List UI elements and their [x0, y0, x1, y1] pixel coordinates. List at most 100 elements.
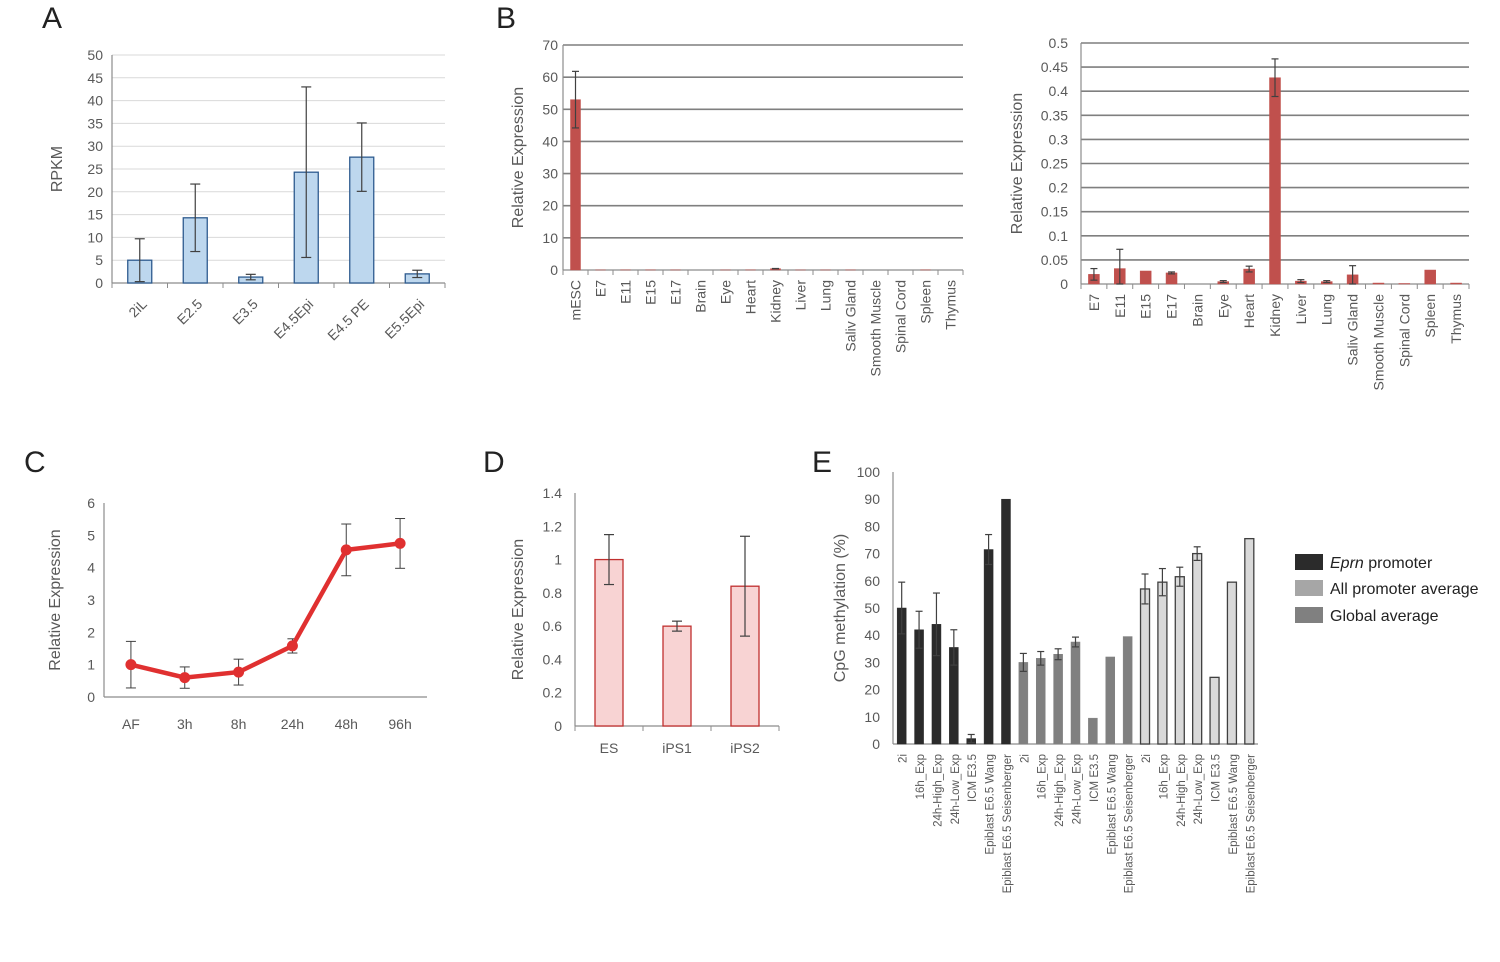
x-tick-label-e: 24h-Low_Exp: [1193, 754, 1205, 824]
y-tick-b2: 0.3: [1049, 131, 1069, 147]
y-tick-c: 0: [87, 689, 95, 705]
x-tick-label-b2: Smooth Muscle: [1370, 294, 1386, 391]
y-tick-b2: 0.1: [1049, 228, 1069, 244]
legend-swatch-global: [1295, 607, 1323, 623]
y-axis-label-b2: Relative Expression: [1009, 93, 1026, 234]
legend-label-global: Global average: [1330, 608, 1439, 625]
y-tick-b2: 0.15: [1041, 204, 1068, 220]
bar-e: [1192, 552, 1203, 745]
x-tick-label-e: 16h_Exp: [915, 754, 927, 799]
x-tick-label-b2: Spinal Cord: [1396, 294, 1412, 367]
x-tick-label-e: 16h_Exp: [1037, 754, 1049, 799]
bar-e: [1070, 641, 1081, 745]
x-tick-label-a: E2.5: [174, 296, 206, 328]
x-tick-label-e: Epiblast E6.5 Seisenberger: [1245, 754, 1257, 894]
x-tick-label-c: 24h: [281, 716, 304, 732]
x-tick-label-a: 2iL: [125, 296, 150, 321]
y-tick-c: 2: [87, 624, 95, 640]
x-tick-label-b2: Heart: [1241, 294, 1257, 328]
x-tick-label-b1: Liver: [793, 280, 809, 311]
bar-e: [1105, 656, 1116, 745]
x-tick-label-b2: E7: [1086, 294, 1102, 311]
bar-e: [1018, 662, 1029, 745]
x-tick-label-e: ICM E3.5: [1089, 754, 1101, 802]
y-tick-b2: 0.25: [1041, 156, 1068, 172]
x-tick-label-b1: Lung: [818, 280, 834, 311]
bar-e: [1122, 636, 1133, 745]
data-point-c: [125, 659, 137, 671]
chart-e: 0 10 20 30 40 50 60 70 80 90 100 CpG methylation (%…: [832, 464, 1258, 893]
y-tick-b1: 30: [542, 166, 558, 182]
legend-label-eprn-gene: Eprn: [1330, 555, 1364, 572]
bar-e: [1088, 717, 1098, 745]
x-tick-label-e: 24h-High_Exp: [932, 754, 944, 827]
y-tick-e: 50: [864, 600, 880, 616]
panel-label-d: D: [483, 446, 505, 479]
x-tick-label-d: iPS2: [730, 740, 760, 756]
chart-d: 0 0.2 0.4 0.6 0.8 1 1.2 1.4 Relative Expression E…: [510, 485, 780, 756]
x-tick-label-e: Epiblast E6.5 Seisenberger: [1002, 754, 1014, 894]
chart-b2: 0 0.05 0.1 0.15 0.2 0.25 0.3 0.35 0.4 0.45 0.5 Rela…: [1009, 35, 1470, 391]
x-tick-label-e: Epiblast E6.5 Wang: [985, 754, 997, 855]
x-tick-label-c: 8h: [231, 716, 247, 732]
x-tick-label-c: 96h: [388, 716, 411, 732]
y-tick-e: 0: [872, 736, 880, 752]
y-tick-a: 45: [87, 70, 103, 86]
bar-e: [1209, 676, 1220, 745]
legend-swatch-all-promoter: [1295, 580, 1323, 596]
y-tick-a: 0: [95, 275, 103, 291]
legend-swatch-eprn: [1295, 554, 1323, 570]
y-tick-a: 5: [95, 252, 103, 268]
y-tick-d: 1.2: [543, 518, 563, 534]
y-tick-b2: 0.5: [1049, 35, 1069, 51]
y-tick-d: 1.4: [543, 485, 563, 501]
y-tick-a: 40: [87, 93, 103, 109]
y-tick-c: 3: [87, 592, 95, 608]
bar-e: [1174, 576, 1185, 745]
y-tick-d: 0.8: [543, 585, 563, 601]
x-tick-label-e: 24h-High_Exp: [1176, 754, 1188, 827]
x-tick-label-b2: Spleen: [1422, 294, 1438, 338]
panel-labels: A B C D E: [24, 2, 832, 479]
x-tick-label-b1: mESC: [568, 280, 584, 320]
x-tick-label-b1: Thymus: [943, 280, 959, 330]
bar-d: [662, 625, 692, 727]
y-tick-a: 25: [87, 161, 103, 177]
x-tick-label-b1: Spinal Cord: [893, 280, 909, 353]
y-axis-label-a: RPKM: [49, 146, 66, 192]
y-tick-e: 100: [857, 464, 881, 480]
y-tick-b1: 10: [542, 230, 558, 246]
x-tick-label-b1: E7: [593, 280, 609, 297]
y-tick-c: 1: [87, 657, 95, 673]
y-tick-c: 6: [87, 495, 95, 511]
series-line-c: [130, 541, 401, 680]
x-tick-label-e: 24h-High_Exp: [1054, 754, 1066, 827]
bar-b2: [1269, 77, 1281, 285]
y-tick-e: 20: [864, 682, 880, 698]
y-tick-b1: 60: [542, 69, 558, 85]
y-tick-b1: 40: [542, 133, 558, 149]
y-axis-label-d: Relative Expression: [510, 539, 527, 680]
bar-e: [1226, 581, 1238, 745]
data-point-c: [233, 666, 245, 678]
bar-e: [1035, 658, 1046, 745]
y-axis-label-e: CpG methylation (%): [832, 534, 849, 683]
x-tick-label-a: E4.5Epi: [270, 296, 316, 342]
y-tick-d: 0.4: [543, 651, 563, 667]
x-tick-label-b1: Smooth Muscle: [868, 280, 884, 377]
bar-e: [1053, 653, 1063, 745]
x-tick-label-e: ICM E3.5: [967, 754, 979, 802]
x-tick-label-c: 48h: [335, 716, 358, 732]
x-tick-label-e: 16h_Exp: [1158, 754, 1170, 799]
x-tick-label-b1: Eye: [718, 280, 734, 304]
x-tick-label-b2: E11: [1112, 294, 1128, 318]
x-tick-label-b2: Thymus: [1448, 294, 1464, 344]
y-tick-d: 0.6: [543, 618, 563, 634]
legend-label-eprn-rest: promoter: [1364, 555, 1433, 572]
y-tick-c: 4: [87, 560, 95, 576]
chart-b1: 0 10 20 30 40 50 60 70 Relative Expression mESC E7…: [510, 37, 964, 377]
x-tick-label-b2: Liver: [1293, 294, 1309, 325]
y-tick-b2: 0.45: [1041, 59, 1068, 75]
y-axis-label-b1: Relative Expression: [510, 87, 527, 228]
y-tick-b1: 50: [542, 101, 558, 117]
